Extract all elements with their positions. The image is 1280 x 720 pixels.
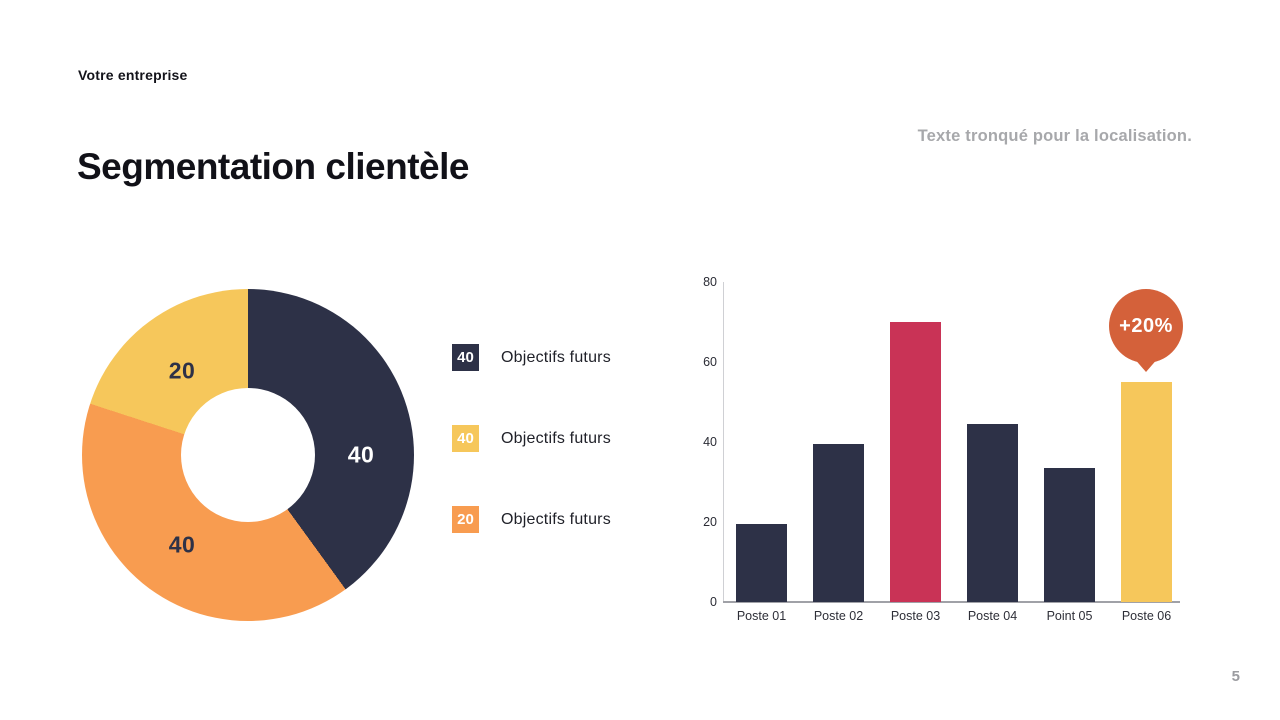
legend-row: 40 Objectifs futurs bbox=[452, 344, 611, 371]
bar-3 bbox=[890, 322, 941, 602]
localization-note: Texte tronqué pour la localisation. bbox=[917, 127, 1192, 145]
donut-chart: 40 40 20 bbox=[82, 289, 414, 621]
x-axis-line bbox=[723, 601, 1180, 603]
page-title: Segmentation clientèle bbox=[77, 146, 470, 187]
legend-swatch: 40 bbox=[452, 425, 479, 452]
y-tick-label: 40 bbox=[703, 435, 717, 449]
bar-4 bbox=[967, 424, 1018, 602]
x-axis-label: Poste 03 bbox=[890, 609, 941, 623]
x-axis-label: Poste 02 bbox=[813, 609, 864, 623]
bar-chart: 0 20 40 60 80 Poste 01 Poste 02 Poste 03 Poste … bbox=[683, 270, 1203, 635]
growth-callout: +20% bbox=[1109, 289, 1183, 372]
donut-legend: 40 Objectifs futurs 40 Objectifs futurs 20 Ob… bbox=[452, 344, 611, 587]
bar-6 bbox=[1121, 382, 1172, 602]
bar-2 bbox=[813, 444, 864, 602]
x-axis-label: Point 05 bbox=[1046, 609, 1093, 623]
donut-segment-label: 40 bbox=[347, 441, 375, 468]
x-axis-label: Poste 01 bbox=[736, 609, 787, 623]
x-axis-label: Poste 06 bbox=[1121, 609, 1172, 623]
callout-balloon: +20% bbox=[1109, 289, 1183, 363]
callout-tail-icon bbox=[1133, 357, 1159, 372]
legend-label: Objectifs futurs bbox=[501, 348, 611, 366]
y-axis-line bbox=[723, 282, 724, 602]
donut-hole bbox=[181, 388, 315, 522]
y-tick-label: 80 bbox=[703, 275, 717, 289]
legend-label: Objectifs futurs bbox=[501, 510, 611, 528]
y-tick-label: 60 bbox=[703, 355, 717, 369]
page-number: 5 bbox=[1231, 668, 1240, 685]
donut-segment-label: 40 bbox=[168, 531, 196, 558]
legend-row: 20 Objectifs futurs bbox=[452, 506, 611, 533]
callout-text: +20% bbox=[1119, 314, 1173, 337]
bar-1 bbox=[736, 524, 787, 602]
y-tick-label: 20 bbox=[703, 515, 717, 529]
legend-swatch: 40 bbox=[452, 344, 479, 371]
y-tick-label: 0 bbox=[710, 595, 717, 609]
brand-text: Votre entreprise bbox=[78, 67, 188, 83]
bar-5 bbox=[1044, 468, 1095, 602]
x-axis-label: Poste 04 bbox=[967, 609, 1018, 623]
legend-swatch: 20 bbox=[452, 506, 479, 533]
donut-segment-label: 20 bbox=[168, 357, 196, 384]
legend-label: Objectifs futurs bbox=[501, 429, 611, 447]
legend-row: 40 Objectifs futurs bbox=[452, 425, 611, 452]
